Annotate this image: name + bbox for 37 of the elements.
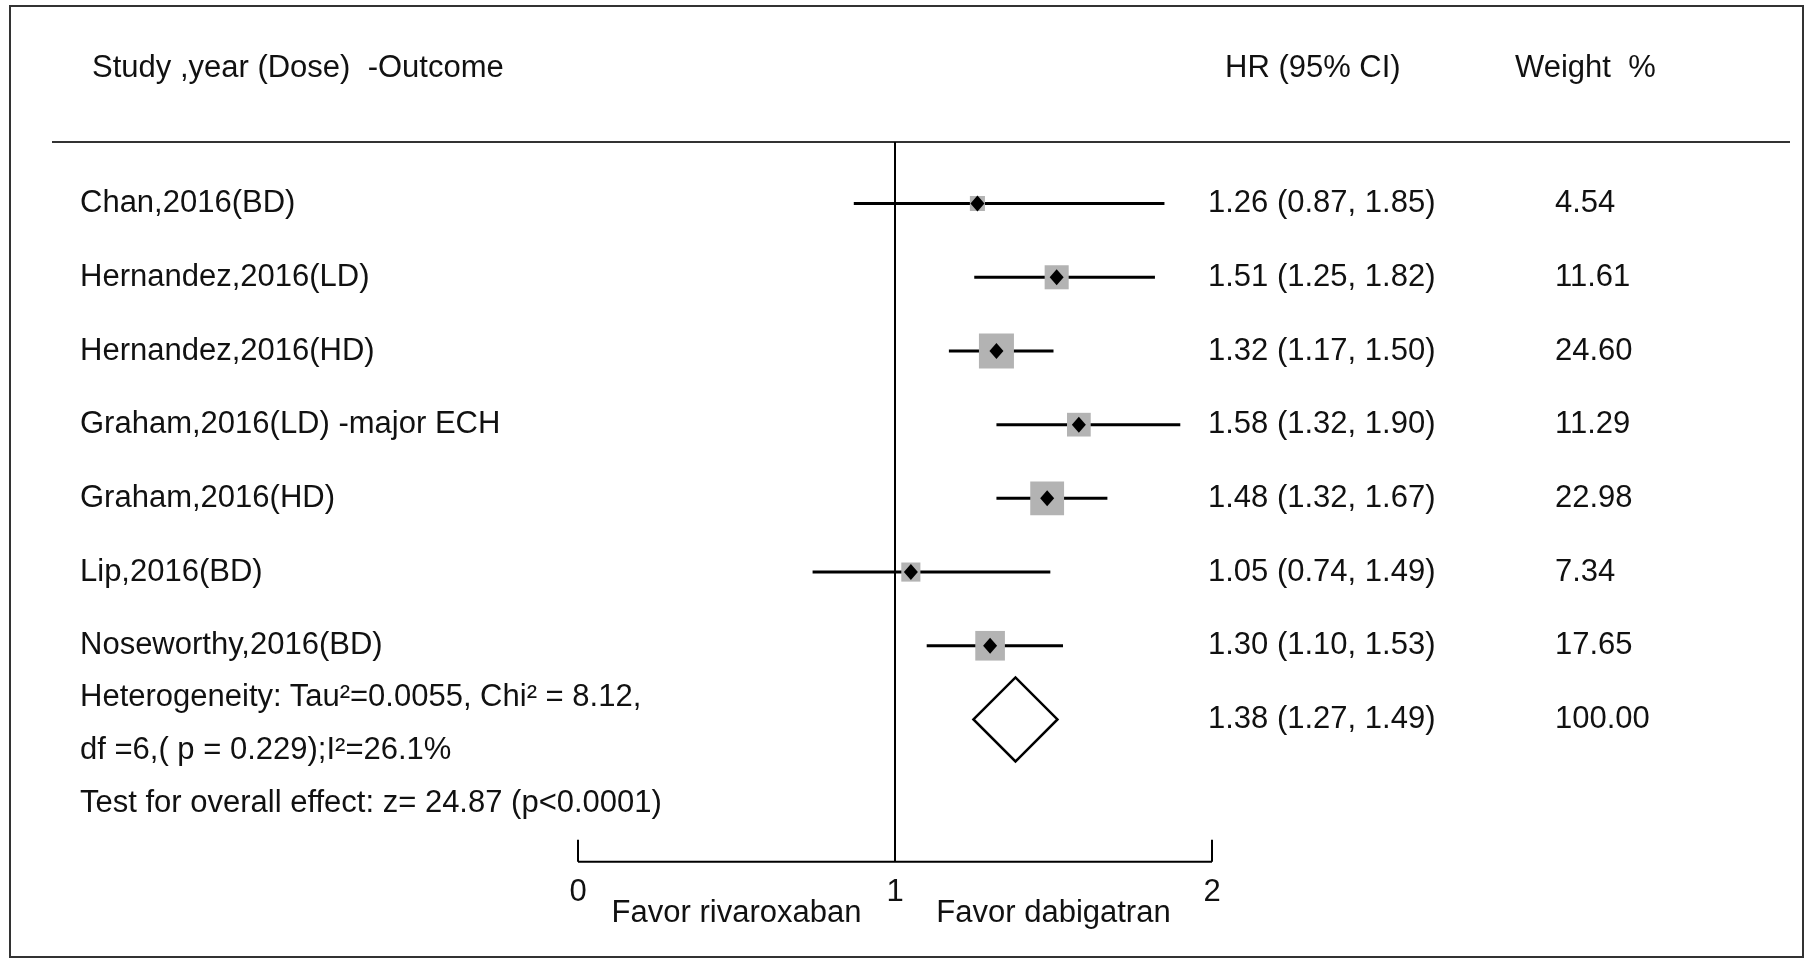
text: 11.61 — [1555, 257, 1631, 293]
text: Study ,year (Dose) -Outcome — [92, 48, 504, 84]
y-tick-label: Chan,2016(BD) — [80, 184, 296, 220]
text: 100.00 — [1555, 700, 1650, 735]
y-tick-label: Graham,2016(LD) -major ECH — [80, 405, 501, 441]
text: Favor rivaroxaban — [611, 893, 862, 929]
text: Test for overall effect: z= 24.87 (p<0.0001) — [80, 783, 662, 819]
annotation: 1.51 (1.25, 1.82) — [1208, 257, 1436, 293]
text: HR (95% CI) — [1225, 48, 1401, 84]
text: 17.65 — [1555, 626, 1633, 662]
y-tick-label: Hernandez,2016(LD) — [80, 257, 370, 293]
x-tick-label: 0 — [569, 872, 587, 908]
text: 24.60 — [1555, 331, 1633, 367]
annotation: Heterogeneity: Tau²=0.0055, Chi² = 8.12, — [80, 677, 642, 713]
y-tick-label: Hernandez,2016(HD) — [80, 331, 375, 367]
x-tick-label: 2 — [1203, 872, 1221, 908]
x-tick-label: 1 — [886, 872, 904, 908]
text: 4.54 — [1555, 184, 1616, 220]
annotation: 1.38 (1.27, 1.49) — [1208, 700, 1436, 735]
point — [1067, 412, 1091, 437]
point — [1044, 265, 1069, 290]
y-tick-label: Lip,2016(BD) — [80, 552, 263, 588]
annotation: 1.48 (1.32, 1.67) — [1208, 478, 1436, 514]
annotation: 1.05 (0.74, 1.49) — [1208, 552, 1436, 588]
text: Favor dabigatran — [936, 893, 1171, 929]
annotation: 1.58 (1.32, 1.90) — [1208, 405, 1436, 441]
annotation: 1.30 (1.10, 1.53) — [1208, 626, 1436, 662]
text: 11.29 — [1555, 405, 1631, 441]
text: 22.98 — [1555, 478, 1633, 514]
text: Weight % — [1515, 48, 1656, 84]
text: 7.34 — [1555, 552, 1616, 588]
annotation: 1.32 (1.17, 1.50) — [1208, 331, 1436, 367]
text: df =6,( p = 0.229);I²=26.1% — [80, 730, 452, 766]
y-tick-label: Noseworthy,2016(BD) — [80, 626, 383, 662]
y-tick-label: Graham,2016(HD) — [80, 478, 335, 514]
point — [972, 676, 1059, 763]
annotation: 1.26 (0.87, 1.85) — [1208, 184, 1436, 220]
